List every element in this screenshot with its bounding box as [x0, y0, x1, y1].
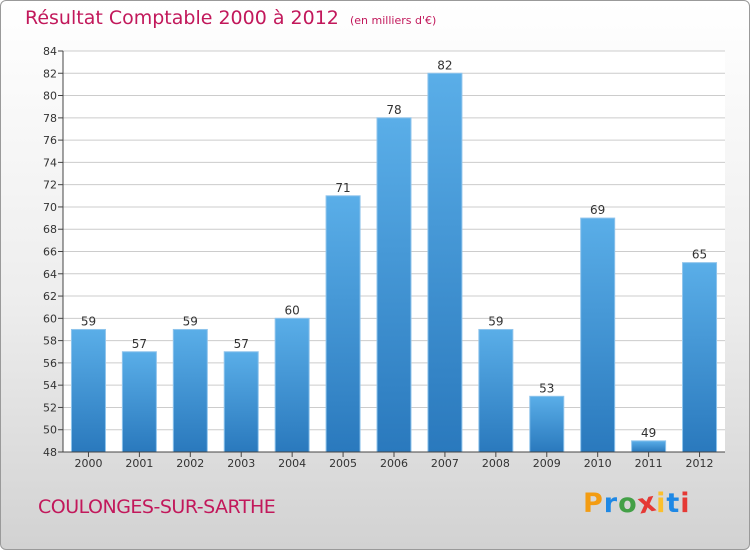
x-tick-label: 2007	[431, 457, 459, 470]
bar-value-label: 59	[81, 314, 96, 328]
y-tick-label: 74	[43, 156, 57, 169]
title-text: Résultat Comptable 2000 à 2012	[25, 7, 339, 29]
y-tick-label: 78	[43, 112, 57, 125]
x-axis-ticks: 2000 2001 2002 2003 2004 2005 2006 2007 2008 2009…	[74, 452, 714, 470]
logo-letter: i	[656, 488, 667, 519]
y-tick-label: 68	[43, 223, 57, 236]
bar-value-label: 59	[183, 314, 198, 328]
bar[interactable]	[121, 351, 157, 453]
x-tick-label: 2008	[482, 457, 510, 470]
x-tick-label: 2003	[227, 457, 255, 470]
bar-value-label: 69	[590, 203, 605, 217]
bar[interactable]	[376, 117, 412, 453]
y-tick-label: 60	[43, 312, 57, 325]
logo-letter: o	[618, 488, 638, 519]
y-tick-label: 58	[43, 335, 57, 348]
logo-letter: r	[603, 488, 619, 519]
x-tick-label: 2010	[584, 457, 612, 470]
bar[interactable]	[223, 351, 259, 453]
bars: 59 57 59 57 60 71 78 82 59 53 69 49 65	[70, 58, 718, 453]
commune-name: COULONGES-SUR-SARTHE	[38, 496, 276, 518]
bar-value-label: 57	[234, 337, 249, 351]
bar-value-label: 49	[641, 426, 656, 440]
bar-value-label: 59	[488, 314, 503, 328]
proxiti-logo[interactable]: Proxiti	[583, 486, 691, 520]
bar[interactable]	[427, 72, 463, 453]
bar-value-label: 60	[285, 303, 300, 317]
bar[interactable]	[325, 195, 361, 453]
x-tick-label: 2005	[329, 457, 357, 470]
bar[interactable]	[70, 328, 106, 453]
x-tick-label: 2001	[125, 457, 153, 470]
bar[interactable]	[478, 328, 514, 453]
x-tick-label: 2000	[74, 457, 102, 470]
x-tick-label: 2009	[533, 457, 561, 470]
bar-value-label: 71	[335, 181, 350, 195]
y-axis-ticks: 48 50 52 54 56 58 60 62 64 66 68 70 72 74 76 78 80 82 84	[43, 45, 63, 459]
y-tick-label: 70	[43, 201, 57, 214]
bar-value-label: 78	[386, 103, 401, 117]
y-tick-label: 72	[43, 179, 57, 192]
logo-letter: t	[666, 488, 681, 519]
bar[interactable]	[274, 317, 310, 453]
y-tick-label: 56	[43, 357, 57, 370]
chart-title: Résultat Comptable 2000 à 2012 (en milli…	[25, 7, 436, 29]
y-tick-label: 76	[43, 134, 57, 147]
y-tick-label: 80	[43, 90, 57, 103]
x-tick-label: 2011	[635, 457, 663, 470]
logo-letter: i	[680, 488, 691, 519]
bar-value-label: 53	[539, 381, 554, 395]
bar-value-label: 57	[132, 337, 147, 351]
bar[interactable]	[631, 440, 667, 453]
bar[interactable]	[172, 328, 208, 453]
y-tick-label: 66	[43, 246, 57, 259]
y-tick-label: 48	[43, 446, 57, 459]
bar[interactable]	[682, 262, 718, 453]
y-tick-label: 54	[43, 379, 57, 392]
subtitle-text: (en milliers d'€)	[349, 14, 437, 27]
y-tick-label: 62	[43, 290, 57, 303]
y-tick-label: 64	[43, 268, 57, 281]
bar[interactable]	[580, 217, 616, 453]
bar-value-label: 82	[437, 58, 452, 72]
y-tick-label: 52	[43, 401, 57, 414]
logo-letter: P	[583, 488, 604, 519]
y-tick-label: 82	[43, 67, 57, 80]
x-tick-label: 2004	[278, 457, 306, 470]
x-tick-label: 2012	[686, 457, 714, 470]
x-tick-label: 2002	[176, 457, 204, 470]
bar-value-label: 65	[692, 248, 707, 262]
y-tick-label: 50	[43, 424, 57, 437]
bar[interactable]	[529, 395, 565, 453]
y-tick-label: 84	[43, 45, 57, 58]
x-tick-label: 2006	[380, 457, 408, 470]
